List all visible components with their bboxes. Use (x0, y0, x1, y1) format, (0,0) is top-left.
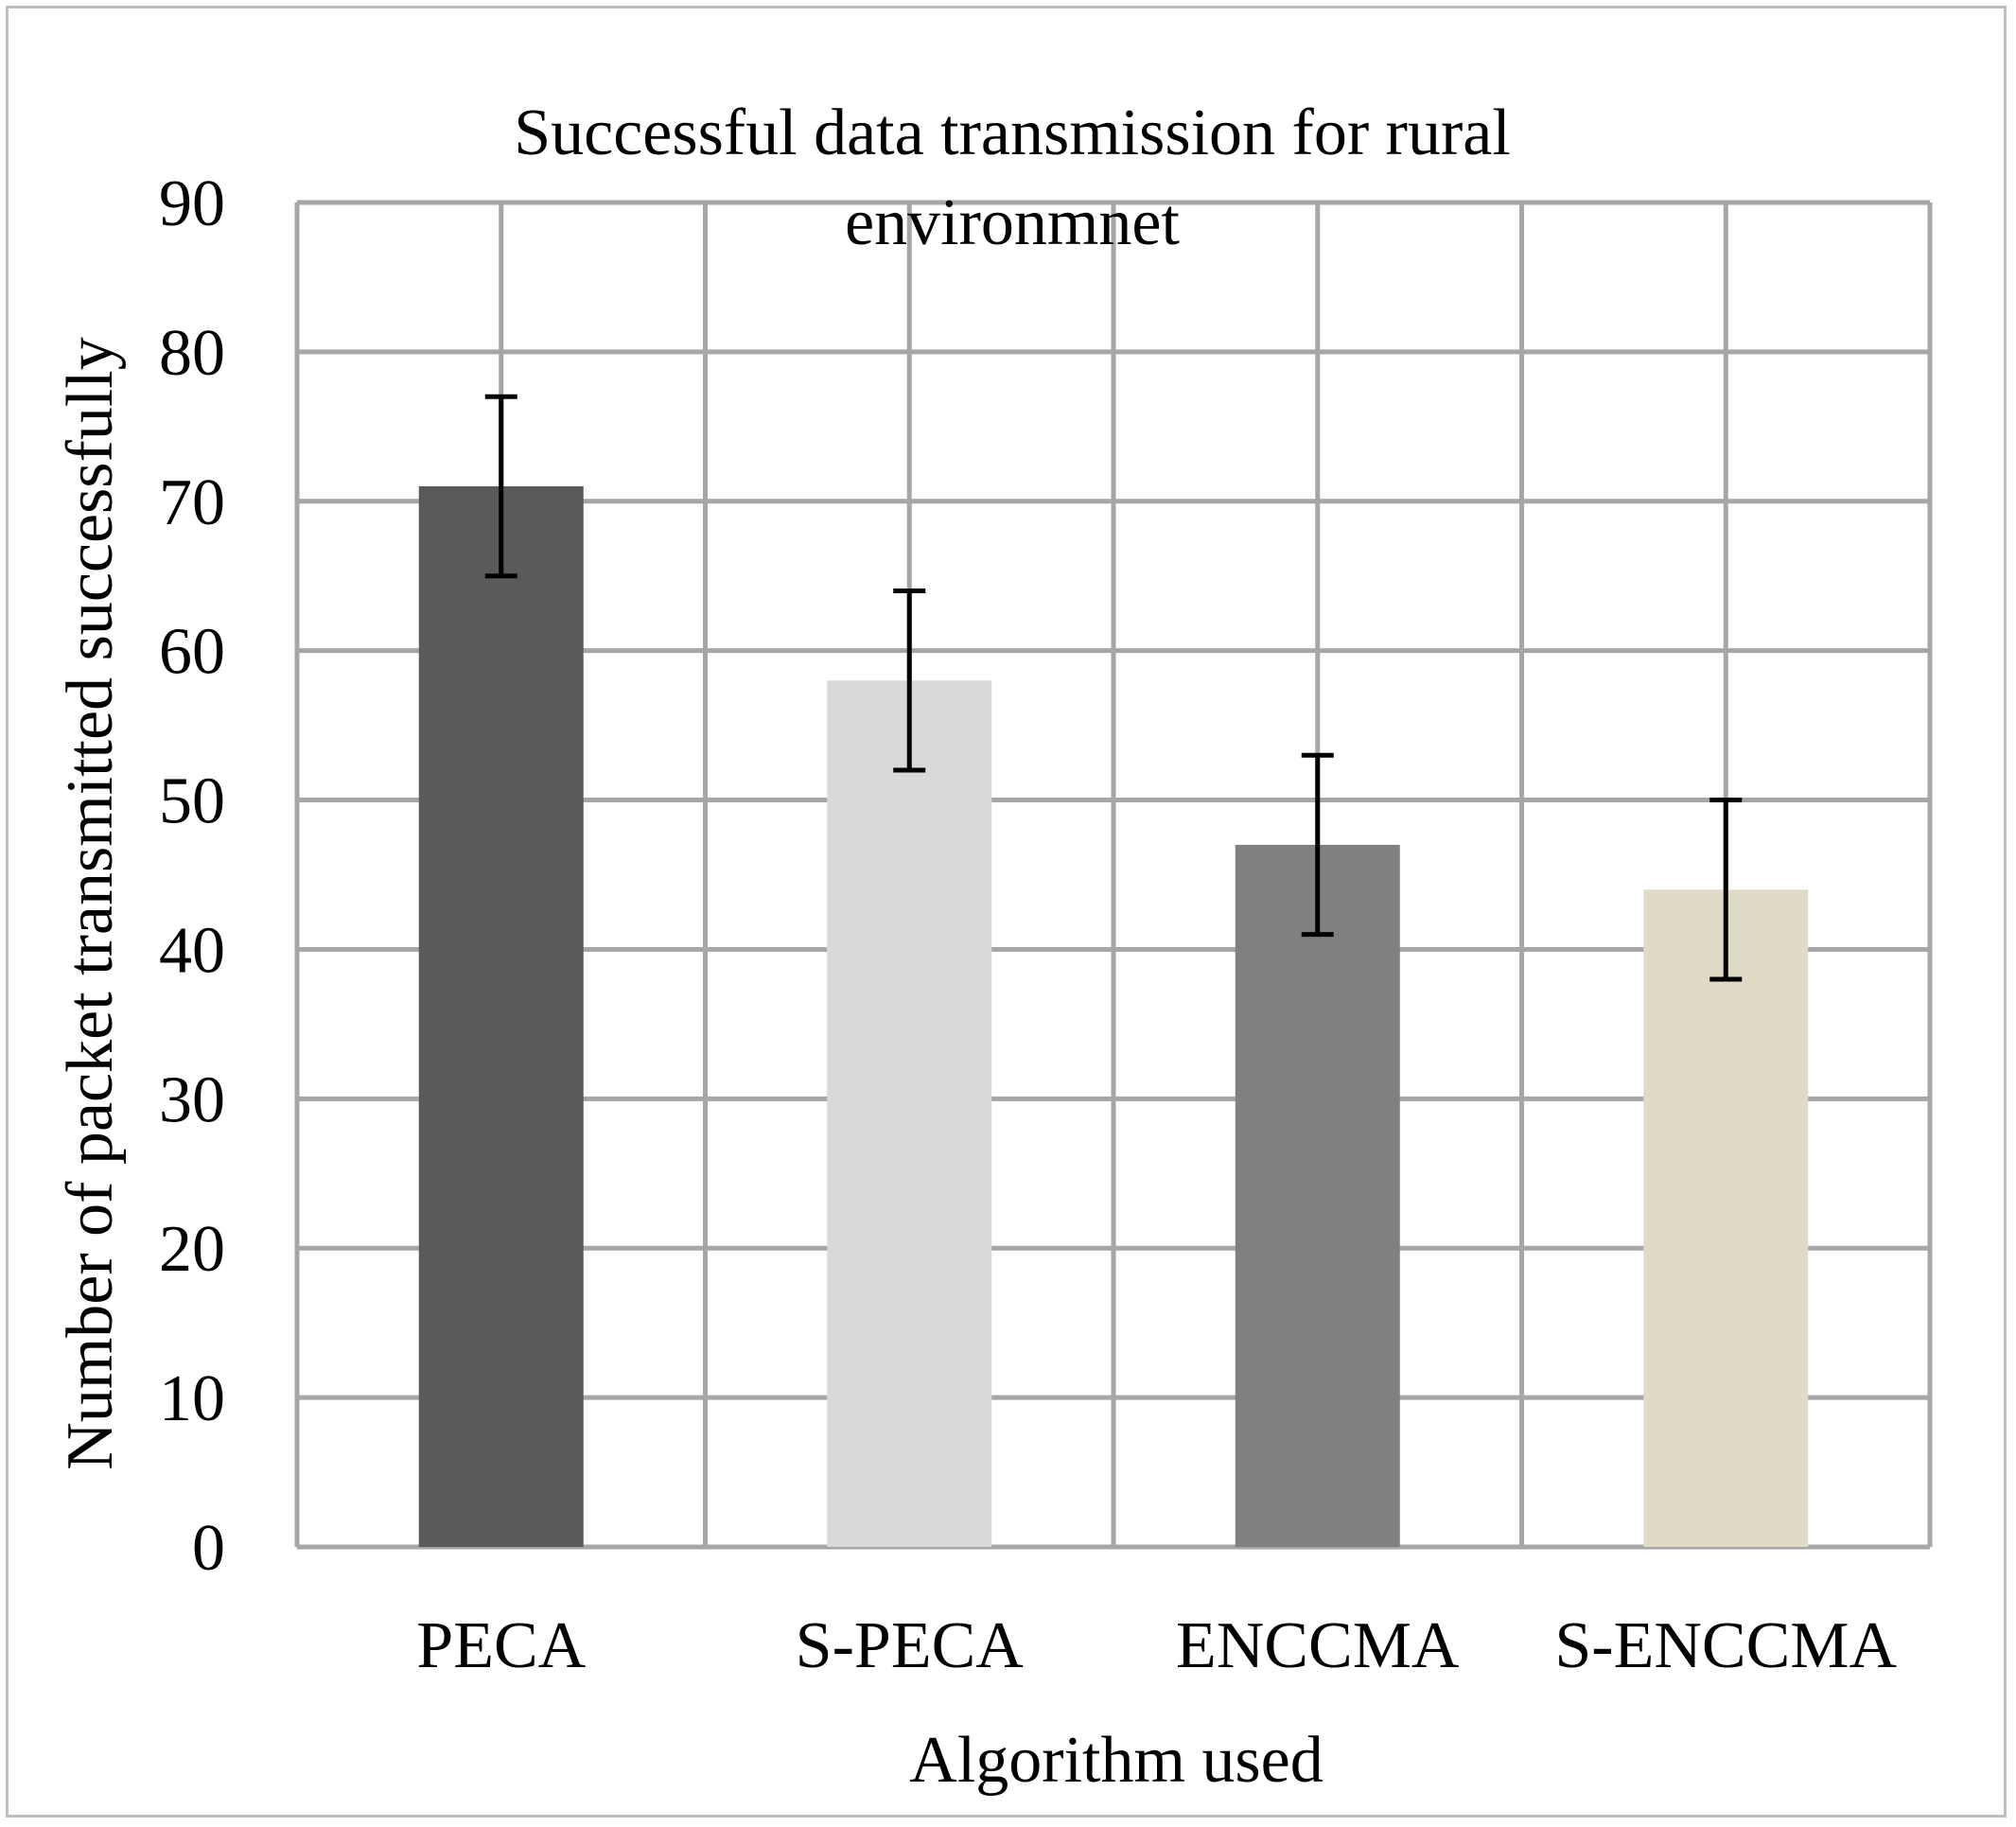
bar-s-enccma (1643, 889, 1809, 1547)
error-bar-enccma (1301, 752, 1334, 938)
error-bar-s-peca (893, 589, 926, 773)
y-tick-label-90: 90 (159, 167, 225, 240)
chart-title-line-1: Successful data transmission for rural (514, 97, 1511, 169)
chart-title-line-2: environmnet (845, 186, 1180, 259)
x-tick-label-enccma: ENCCMA (1176, 1609, 1460, 1682)
x-axis-ticks: PECA S-PECA ENCCMA S-ENCCMA (416, 1609, 1897, 1682)
bar-enccma (1235, 844, 1400, 1547)
x-tick-label-s-enccma: S-ENCCMA (1554, 1609, 1897, 1682)
y-tick-label-50: 50 (159, 765, 225, 838)
y-axis-ticks: 0 10 20 30 40 50 60 70 80 90 (159, 167, 225, 1585)
y-axis-title: Number of packet transmitted successfull… (54, 337, 127, 1469)
y-tick-label-80: 80 (159, 317, 225, 390)
bar-peca (418, 485, 584, 1547)
y-tick-label-10: 10 (159, 1362, 225, 1435)
x-tick-label-s-peca: S-PECA (796, 1609, 1025, 1682)
y-tick-label-30: 30 (159, 1063, 225, 1136)
y-tick-label-20: 20 (159, 1213, 225, 1286)
bars (418, 485, 1809, 1547)
bar-s-peca (827, 680, 992, 1547)
x-axis-title: Algorithm used (909, 1724, 1323, 1797)
y-tick-label-0: 0 (192, 1512, 225, 1585)
error-bar-peca (484, 394, 517, 579)
error-bars (484, 394, 1743, 982)
y-tick-label-60: 60 (159, 616, 225, 689)
error-bar-s-enccma (1709, 798, 1743, 982)
y-tick-label-70: 70 (159, 466, 225, 539)
y-tick-label-40: 40 (159, 914, 225, 987)
x-tick-label-peca: PECA (416, 1609, 586, 1682)
